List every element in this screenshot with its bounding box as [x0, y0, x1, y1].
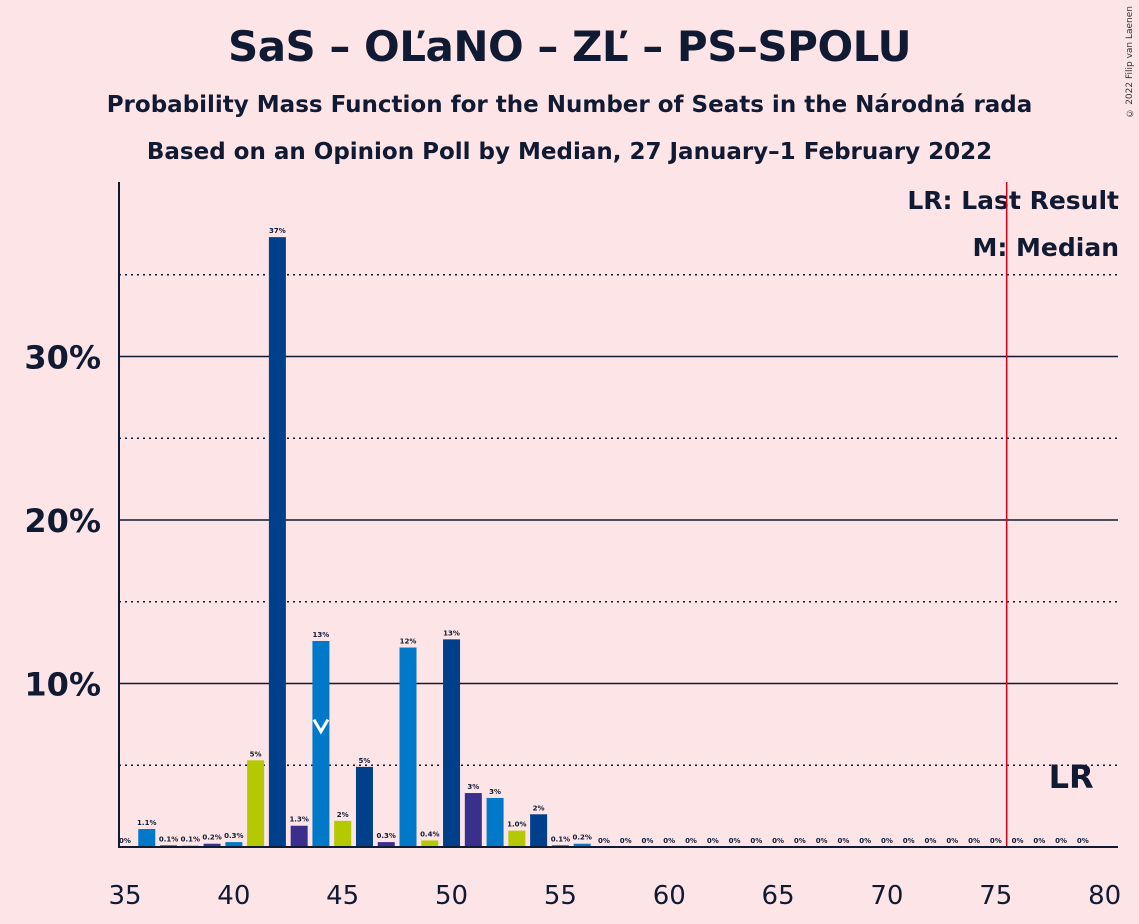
bar-label-seat-77: 0%	[1033, 837, 1045, 845]
bar-label-seat-50: 13%	[443, 629, 460, 637]
bar-label-seat-54: 2%	[533, 804, 545, 812]
bar-label-seat-45: 2%	[337, 811, 349, 819]
x-tick-label: 80	[1088, 881, 1121, 911]
bar-label-seat-70: 0%	[881, 837, 893, 845]
bar-seat-54	[530, 814, 548, 847]
chart-title: SaS – OĽaNO – ZĽ – PS–SPOLU	[227, 22, 912, 71]
bar-label-seat-43: 1.3%	[289, 816, 308, 824]
legend-last-result: LR: Last Result	[907, 186, 1119, 215]
bar-label-seat-61: 0%	[685, 837, 697, 845]
bar-label-seat-72: 0%	[925, 837, 937, 845]
bar-label-seat-38: 0.1%	[181, 835, 200, 843]
bar-seat-36	[138, 829, 156, 847]
bar-seat-52	[486, 797, 504, 847]
legend-median: M: Median	[972, 233, 1119, 262]
bar-label-seat-62: 0%	[707, 837, 719, 845]
bar-label-seat-42: 37%	[269, 227, 286, 235]
x-tick-label: 65	[762, 881, 795, 911]
bar-label-seat-65: 0%	[772, 837, 784, 845]
bar-label-seat-35: 0%	[119, 837, 131, 845]
bar-seat-49	[421, 840, 439, 847]
bar-label-seat-56: 0.2%	[572, 834, 591, 842]
bar-label-seat-76: 0%	[1012, 837, 1024, 845]
bar-label-seat-46: 5%	[359, 757, 371, 765]
bar-seat-40	[225, 842, 243, 847]
bar-label-seat-68: 0%	[837, 837, 849, 845]
x-tick-label: 70	[870, 881, 903, 911]
bar-label-seat-44: 13%	[313, 631, 330, 639]
last-result-label: LR	[1049, 758, 1094, 796]
x-tick-label: 45	[326, 881, 359, 911]
bar-seat-45	[334, 820, 352, 847]
bar-label-seat-74: 0%	[968, 837, 980, 845]
bar-seat-42	[268, 237, 286, 847]
bar-seat-47	[377, 842, 395, 847]
bar-seat-53	[508, 830, 526, 847]
bar-label-seat-57: 0%	[598, 837, 610, 845]
bar-label-seat-64: 0%	[750, 837, 762, 845]
x-tick-label: 50	[435, 881, 468, 911]
bar-seat-48	[399, 647, 417, 847]
bar-seat-56	[573, 843, 591, 847]
x-tick-label: 75	[979, 881, 1012, 911]
bar-label-seat-53: 1.0%	[507, 821, 526, 829]
bar-label-seat-36: 1.1%	[137, 819, 156, 827]
bar-label-seat-55: 0.1%	[551, 835, 570, 843]
bar-label-seat-66: 0%	[794, 837, 806, 845]
bar-seat-41	[247, 760, 265, 847]
bar-label-seat-51: 3%	[467, 783, 479, 791]
bar-label-seat-67: 0%	[816, 837, 828, 845]
bar-label-seat-73: 0%	[946, 837, 958, 845]
x-tick-label: 60	[653, 881, 686, 911]
bar-label-seat-78: 0%	[1055, 837, 1067, 845]
bar-seat-46	[355, 766, 373, 847]
x-tick-label: 55	[544, 881, 577, 911]
bar-label-seat-59: 0%	[642, 837, 654, 845]
bar-seat-43	[290, 825, 308, 847]
bar-label-seat-58: 0%	[620, 837, 632, 845]
y-tick-label: 20%	[24, 502, 101, 540]
bar-seat-44	[312, 640, 330, 847]
bar-label-seat-69: 0%	[859, 837, 871, 845]
y-tick-label: 10%	[24, 666, 101, 704]
bar-label-seat-47: 0.3%	[377, 832, 396, 840]
bar-label-seat-71: 0%	[903, 837, 915, 845]
bar-seat-39	[203, 843, 221, 847]
bar-label-seat-48: 12%	[400, 638, 417, 646]
chart-subtitle: Probability Mass Function for the Number…	[106, 92, 1033, 118]
bar-label-seat-37: 0.1%	[159, 835, 178, 843]
bar-label-seat-52: 3%	[489, 788, 501, 796]
y-tick-label: 30%	[24, 339, 101, 377]
bar-label-seat-39: 0.2%	[202, 834, 221, 842]
bar-label-seat-41: 5%	[250, 750, 262, 758]
bar-label-seat-79: 0%	[1077, 837, 1089, 845]
bar-label-seat-75: 0%	[990, 837, 1002, 845]
x-tick-label: 35	[108, 881, 141, 911]
bar-label-seat-63: 0%	[729, 837, 741, 845]
median-marker	[312, 718, 330, 735]
bar-label-seat-60: 0%	[663, 837, 675, 845]
bar-label-seat-40: 0.3%	[224, 832, 243, 840]
chart-source: Based on an Opinion Poll by Median, 27 J…	[146, 139, 993, 165]
bar-seat-51	[464, 793, 482, 847]
x-tick-label: 40	[217, 881, 250, 911]
bar-label-seat-49: 0.4%	[420, 830, 439, 838]
bar-seat-50	[443, 639, 461, 847]
